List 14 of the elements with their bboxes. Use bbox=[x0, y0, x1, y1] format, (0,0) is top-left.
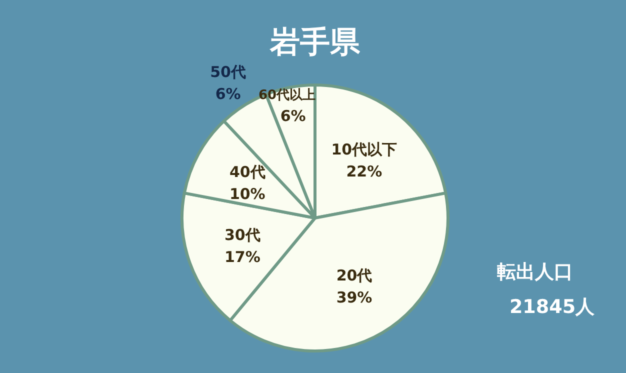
data-label: 6% bbox=[280, 107, 306, 126]
slice-label: 20代 bbox=[336, 266, 372, 284]
data-label: 10% bbox=[229, 184, 266, 203]
text: 転出人口 bbox=[497, 261, 573, 283]
data-label: 39% bbox=[336, 288, 372, 306]
chart-title: 岩手県 bbox=[269, 25, 361, 60]
slice-label: 30代 bbox=[224, 226, 260, 244]
data-label: 6% bbox=[215, 85, 241, 103]
slice-label: 50代 bbox=[210, 63, 246, 81]
text: 21845人 bbox=[509, 296, 596, 318]
data-label: 17% bbox=[224, 248, 260, 266]
slice-label: 10代以下 bbox=[331, 140, 398, 159]
data-label: 22% bbox=[346, 162, 382, 181]
slice-label: 40代 bbox=[229, 162, 266, 181]
